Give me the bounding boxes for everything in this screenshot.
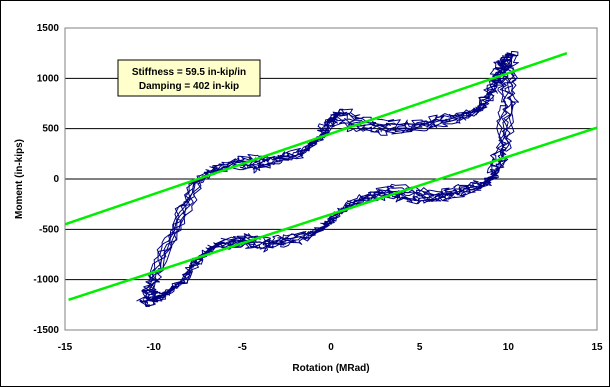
fit-line-upper [64,51,568,226]
series-group [64,51,598,308]
y-tick-labels: 1500 1000 500 0 -500 -1000 -1500 [33,23,59,336]
hysteresis-loop [142,58,510,303]
y-tick-label: 1000 [37,73,60,84]
x-tick-label: -15 [58,342,73,353]
x-axis-label: Rotation (MRad) [292,363,369,374]
x-tick-label: -10 [146,342,161,353]
annotation-box: Stiffness = 59.5 in-kip/in Damping = 402… [117,59,261,97]
y-tick-label: 0 [53,174,59,185]
hysteresis-loop [148,51,519,297]
annotation-stiffness: Stiffness = 59.5 in-kip/in [132,67,246,78]
y-tick-label: -500 [39,224,59,235]
plot-area-border [64,27,598,331]
y-axis-label: Moment (in-kips) [14,139,25,219]
x-tick-labels: -15 -10 -5 0 5 10 15 [58,342,603,353]
annotation-background [117,59,261,97]
x-tick-label: 0 [328,342,334,353]
y-tick-label: 500 [42,124,59,135]
x-tick-label: 5 [417,342,423,353]
fit-line-lower [68,126,598,301]
y-tick-label: -1500 [33,325,59,336]
x-tick-label: 15 [591,342,603,353]
annotation-damping: Damping = 402 in-kip [139,81,239,92]
y-tick-label: 1500 [37,23,60,34]
x-tick-label: 10 [503,342,515,353]
x-tick-label: -5 [238,342,247,353]
y-tick-label: -1000 [33,275,59,286]
